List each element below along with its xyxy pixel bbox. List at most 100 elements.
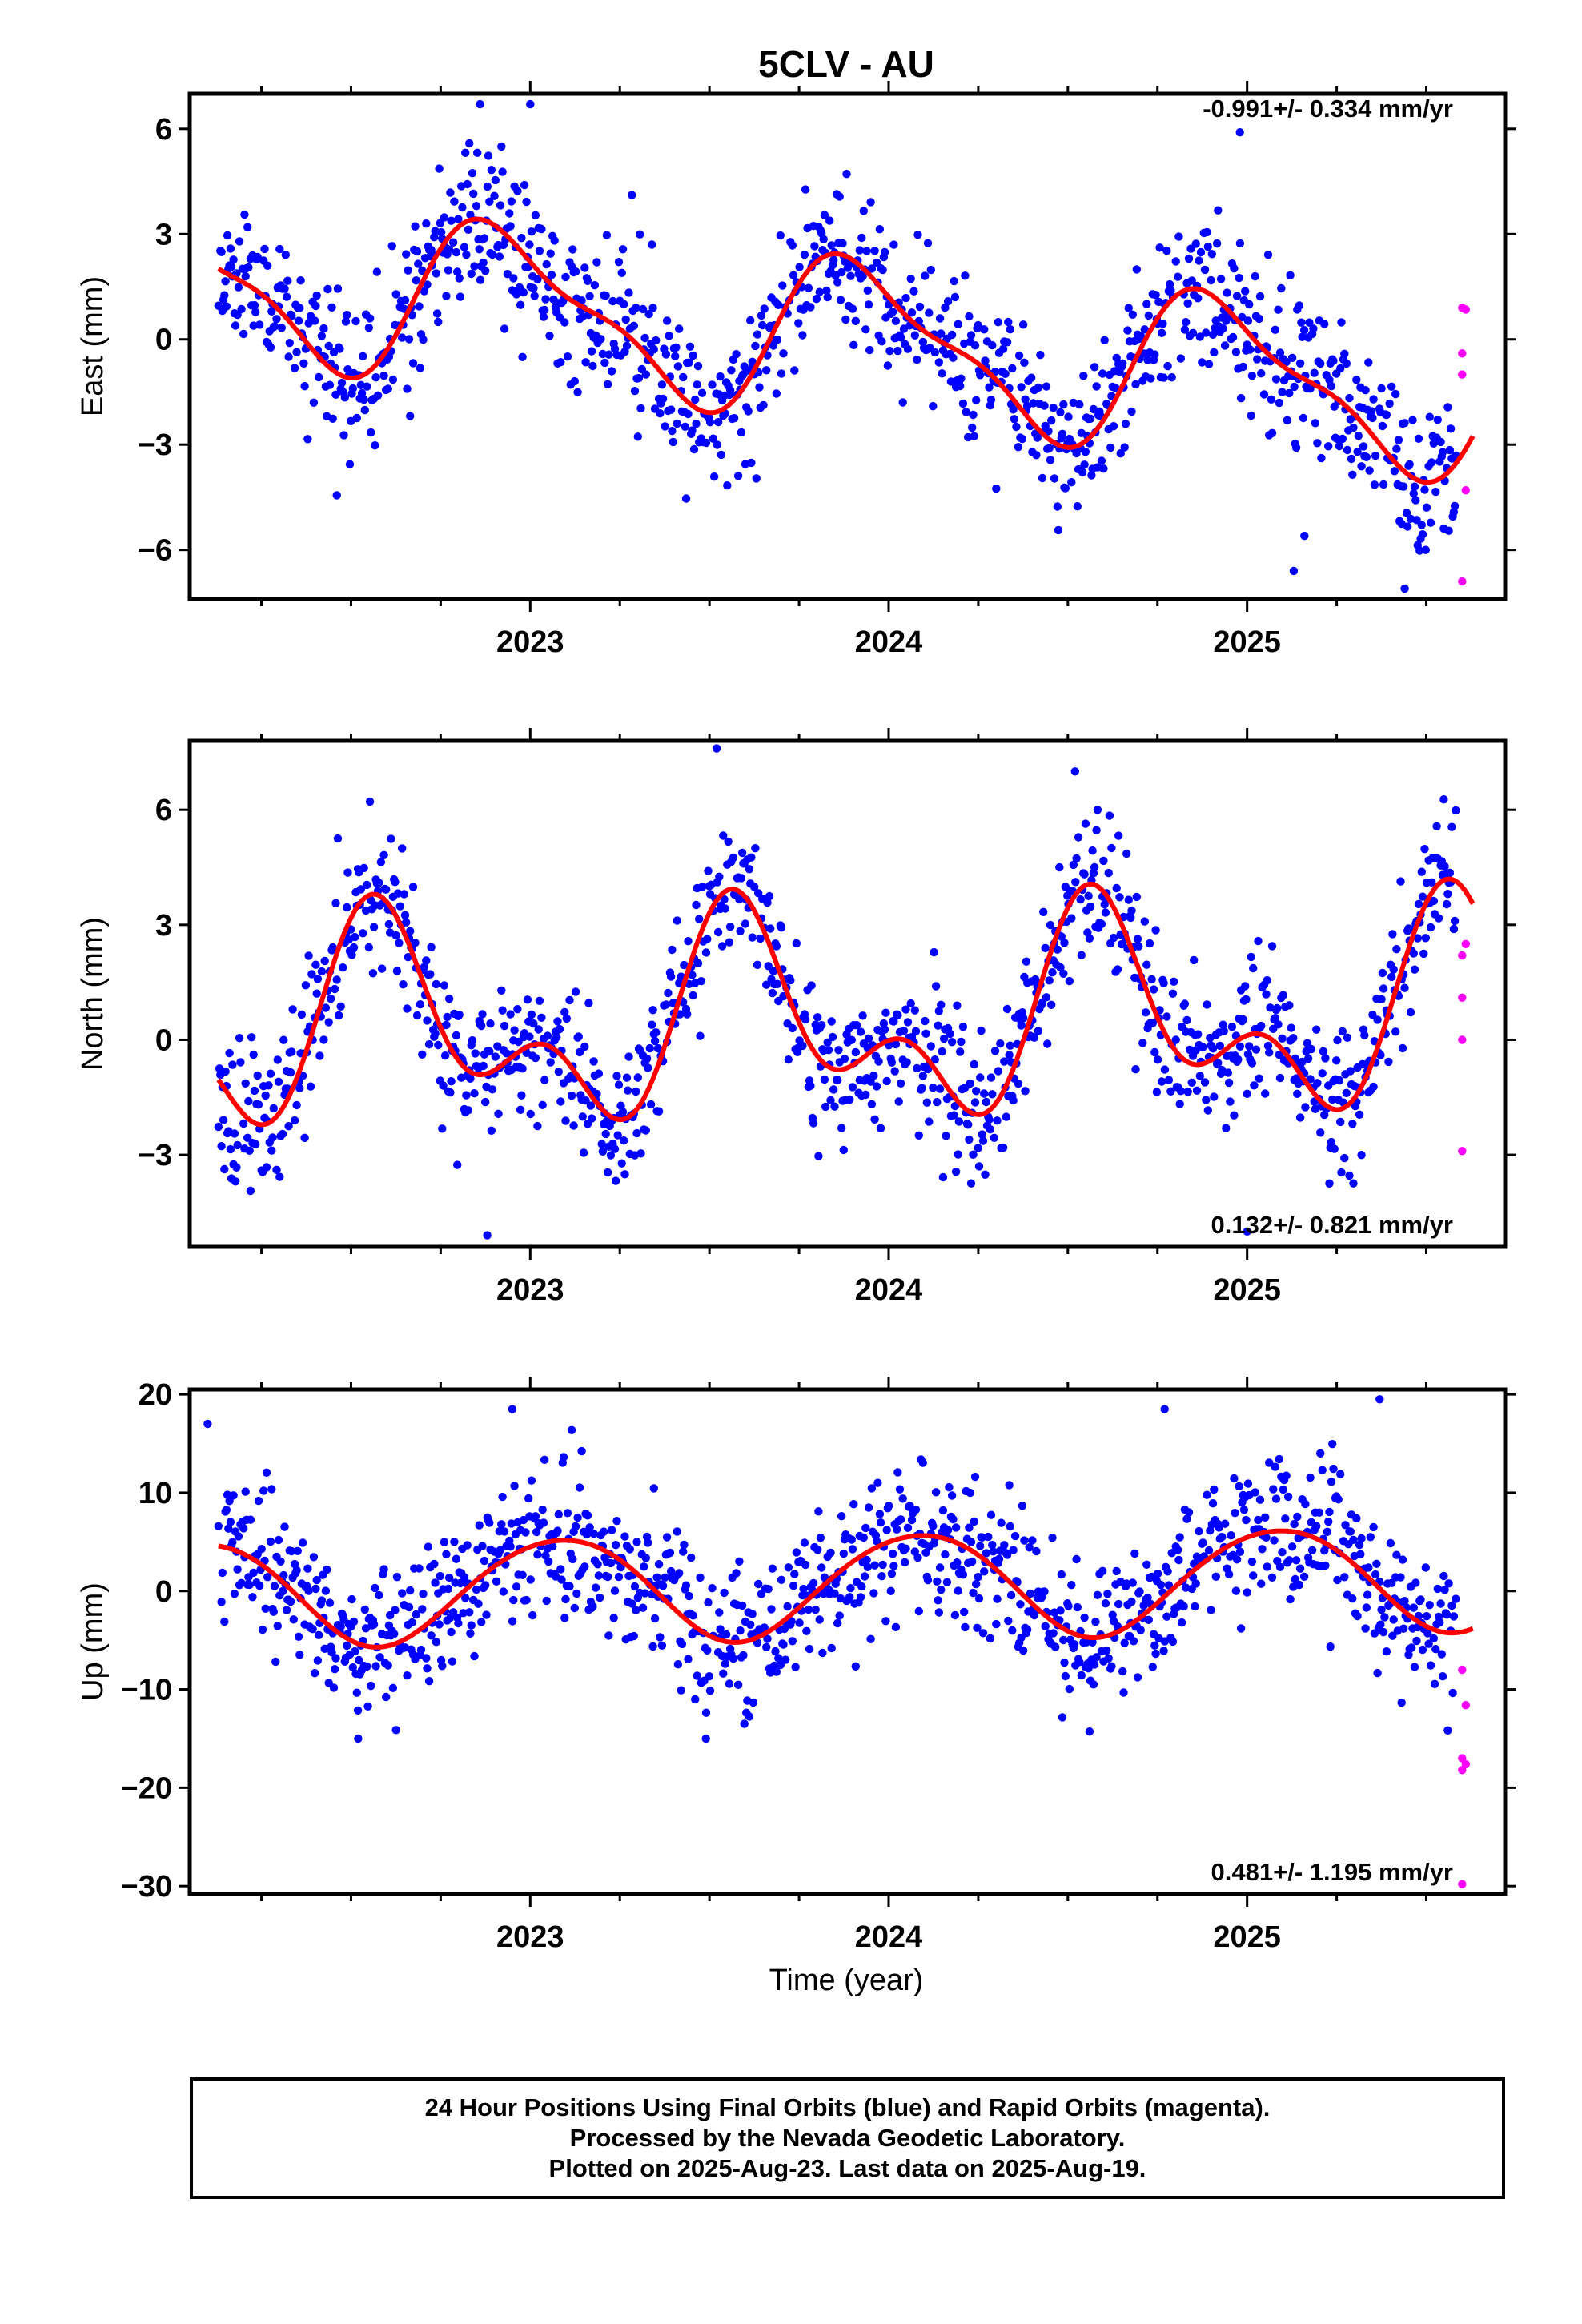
final-orbit-point [1046, 456, 1055, 464]
final-orbit-point [961, 271, 970, 280]
final-orbit-point [561, 1116, 570, 1125]
final-orbit-point [856, 1027, 865, 1036]
final-orbit-point [614, 258, 624, 267]
final-orbit-point [283, 276, 292, 285]
final-orbit-point [705, 1672, 713, 1681]
final-orbit-point [1445, 445, 1455, 455]
final-orbit-point [787, 1617, 796, 1626]
final-orbit-point [1306, 1075, 1315, 1084]
rapid-orbit-point [1458, 1147, 1467, 1156]
final-orbit-point [1399, 482, 1408, 491]
final-orbit-point [687, 1553, 696, 1562]
final-orbit-point [466, 1629, 475, 1638]
final-orbit-point [814, 1507, 823, 1516]
final-orbit-point [648, 240, 656, 249]
final-orbit-point [464, 1106, 473, 1115]
final-orbit-point [709, 434, 717, 443]
final-orbit-point [907, 308, 917, 317]
final-orbit-point [668, 945, 677, 955]
final-orbit-point [1283, 1492, 1293, 1502]
final-orbit-point [806, 1081, 815, 1091]
final-orbit-point [1444, 1579, 1453, 1588]
final-orbit-point [801, 185, 810, 194]
final-orbit-point [1009, 1546, 1018, 1554]
final-orbit-point [556, 1097, 565, 1106]
final-orbit-point [1073, 502, 1082, 511]
final-orbit-point [1076, 895, 1085, 904]
final-orbit-point [838, 239, 847, 248]
final-orbit-point [938, 369, 946, 378]
final-orbit-point [1257, 1021, 1266, 1031]
final-orbit-point [406, 927, 415, 935]
final-orbit-point [1053, 502, 1062, 511]
y-tick-label: −30 [121, 1870, 172, 1904]
final-orbit-point [398, 844, 407, 853]
final-orbit-point [1262, 1533, 1271, 1542]
final-orbit-point [981, 1170, 990, 1180]
final-orbit-point [462, 1091, 471, 1100]
final-orbit-point [485, 1518, 494, 1527]
final-orbit-point [889, 1562, 898, 1570]
final-orbit-point [628, 191, 636, 199]
final-orbit-point [812, 295, 821, 304]
final-orbit-point [1378, 421, 1387, 431]
final-orbit-point [1440, 862, 1449, 871]
final-orbit-point [255, 1581, 264, 1590]
final-orbit-point [823, 292, 832, 302]
final-orbit-point [729, 414, 739, 423]
final-orbit-point [544, 1557, 553, 1566]
x-tick-label: 2024 [855, 1920, 923, 1954]
final-orbit-point [453, 1160, 462, 1169]
final-orbit-point [1337, 318, 1346, 327]
final-orbit-point [284, 1122, 293, 1131]
final-orbit-point [519, 288, 528, 297]
final-orbit-point [532, 1527, 541, 1537]
final-orbit-point [1133, 935, 1142, 943]
final-orbit-point [267, 307, 276, 316]
final-orbit-point [773, 979, 782, 989]
final-orbit-point [950, 1111, 958, 1120]
final-orbit-point [788, 1637, 797, 1646]
final-orbit-point [1165, 279, 1174, 289]
final-orbit-point [483, 182, 492, 191]
final-orbit-point [243, 1133, 252, 1143]
final-orbit-point [1320, 320, 1329, 328]
final-orbit-point [352, 413, 361, 423]
final-orbit-point [1014, 351, 1024, 360]
final-orbit-point [470, 1651, 479, 1661]
final-orbit-point [673, 362, 683, 371]
final-orbit-point [294, 1632, 303, 1641]
final-orbit-point [624, 1052, 633, 1061]
final-orbit-point [1410, 965, 1419, 974]
model-fit-curve [216, 876, 1476, 1128]
final-orbit-point [1433, 1584, 1443, 1594]
final-orbit-point [1012, 422, 1021, 432]
final-orbit-point [266, 1537, 275, 1546]
final-orbit-point [228, 1538, 237, 1546]
final-orbit-point [877, 337, 886, 346]
final-orbit-point [301, 981, 311, 990]
final-orbit-point [842, 170, 851, 179]
final-orbit-point [689, 991, 697, 1000]
final-orbit-point [1336, 1470, 1345, 1478]
final-orbit-point [423, 1664, 432, 1673]
final-orbit-point [911, 1505, 921, 1514]
final-orbit-point [1360, 1031, 1369, 1039]
final-orbit-point [443, 1012, 452, 1022]
final-orbit-point [527, 1476, 536, 1485]
final-orbit-point [539, 1518, 548, 1527]
final-orbit-point [331, 1654, 340, 1663]
final-orbit-point [1132, 265, 1142, 274]
final-orbit-point [795, 1618, 804, 1627]
y-tick-label: 6 [155, 113, 172, 147]
final-orbit-point [1056, 1606, 1065, 1615]
final-orbit-point [867, 264, 877, 273]
final-orbit-point [408, 883, 418, 891]
final-orbit-point [661, 422, 669, 431]
final-orbit-point [867, 1484, 877, 1493]
final-orbit-point [412, 1011, 422, 1020]
final-orbit-point [289, 1615, 298, 1624]
final-orbit-point [1092, 826, 1101, 835]
final-orbit-point [556, 1565, 565, 1574]
final-orbit-point [1084, 891, 1093, 901]
